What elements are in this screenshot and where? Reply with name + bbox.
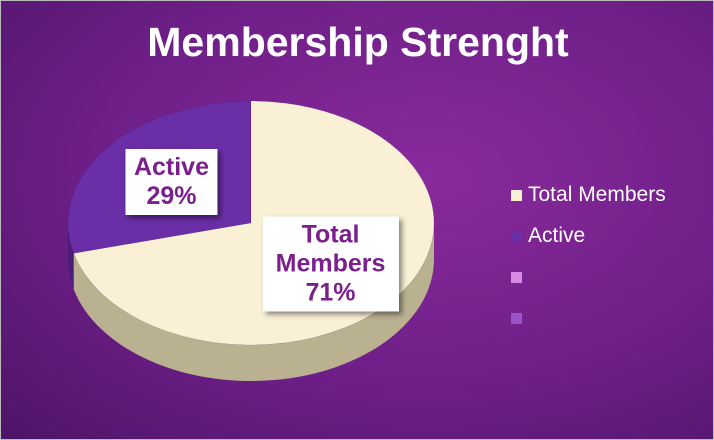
data-label-category: Total Members <box>275 220 386 278</box>
data-label: Active 29% <box>125 148 217 215</box>
legend-item <box>511 306 528 330</box>
legend-swatch <box>511 230 522 242</box>
data-label: Total Members 71% <box>262 216 399 312</box>
legend-swatch <box>511 189 522 201</box>
data-label-value: 71% <box>305 278 356 307</box>
chart-title: Membership Strenght <box>147 19 569 65</box>
data-label-category: Active <box>133 152 209 181</box>
data-label-value: 29% <box>146 181 197 210</box>
pie-slice-side <box>68 223 74 290</box>
legend-item <box>511 265 528 289</box>
legend-label: Active <box>528 224 586 247</box>
pie-slice-side <box>73 223 435 381</box>
legend-swatch <box>511 271 522 283</box>
legend-label: Total Members <box>528 183 666 206</box>
legend-swatch <box>511 312 522 324</box>
legend-item: Total Members <box>511 183 666 207</box>
legend-item: Active <box>511 224 585 248</box>
